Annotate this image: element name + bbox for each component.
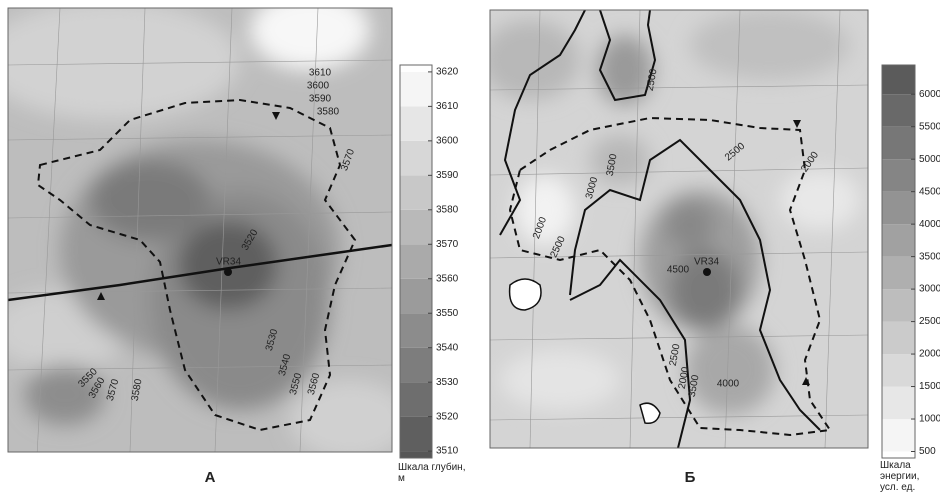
colorbar-frame <box>399 64 433 459</box>
colorbar-tick-label: 1000 <box>919 414 940 425</box>
colorbar-band <box>882 386 915 420</box>
frame <box>489 9 869 449</box>
contour-label: 3500 <box>605 153 620 177</box>
colorbar-band <box>400 209 432 245</box>
contour-label: 2500 <box>668 343 683 367</box>
map-b <box>490 10 868 448</box>
contour-label: 3610 <box>309 68 332 79</box>
colorbar-tick-label: 500 <box>919 446 936 457</box>
well-label: VR34 <box>216 257 241 268</box>
colorbar-band <box>400 71 432 107</box>
colorbar-band <box>882 289 915 322</box>
colorbar-band <box>882 451 915 458</box>
colorbar-tick-label: 3500 <box>919 251 940 262</box>
colorbar-label: Шкала энергии, усл. ед. <box>880 460 920 493</box>
colorbar-band <box>882 191 915 225</box>
contour-label: 3580 <box>317 107 340 118</box>
well-label: VR34 <box>694 257 719 268</box>
colorbar-tick-label: 3000 <box>919 284 940 295</box>
colorbar-band <box>400 106 432 141</box>
colorbar-tick-label: 1500 <box>919 381 940 392</box>
colorbar-tick-label: 3580 <box>436 204 459 215</box>
colorbar-band <box>400 347 432 383</box>
colorbar-band <box>400 278 432 314</box>
colorbar-tick-label: 3530 <box>436 377 459 388</box>
colorbar-band <box>882 256 915 290</box>
colorbar-tick-label: 3520 <box>436 411 459 422</box>
colorbar-band <box>400 416 432 452</box>
colorbar-band <box>882 159 915 192</box>
colorbar-tick-label: 3510 <box>436 446 459 457</box>
colorbar-band <box>400 244 432 279</box>
colorbar-tick-label: 3540 <box>436 342 459 353</box>
frame <box>7 7 393 453</box>
colorbar-band <box>400 65 432 72</box>
colorbar-tick-label: 5000 <box>919 154 940 165</box>
colorbar-band <box>882 354 915 387</box>
colorbar-band <box>882 321 915 355</box>
colorbar-tick-label: 3560 <box>436 273 459 284</box>
contour-label: 3580 <box>130 378 145 402</box>
colorbar-band <box>882 224 915 257</box>
colorbar-tick-label: 3590 <box>436 170 459 181</box>
panel-label: А <box>205 469 216 486</box>
colorbar-tick-label: 6000 <box>919 89 940 100</box>
colorbar-band <box>400 140 432 176</box>
colorbar-band <box>400 382 432 417</box>
map-a <box>8 8 392 452</box>
colorbar-tick-label: 3620 <box>436 67 459 78</box>
colorbar-band <box>400 313 432 348</box>
contour-label: 2500 <box>645 68 660 92</box>
colorbar-tick-label: 3570 <box>436 239 459 250</box>
colorbar-band <box>882 65 915 95</box>
colorbar-band <box>400 451 432 458</box>
colorbar-tick-label: 2500 <box>919 316 940 327</box>
colorbar-band <box>882 126 915 160</box>
colorbar-label: Шкала глубин, м <box>398 462 466 484</box>
colorbar-tick-label: 4500 <box>919 186 940 197</box>
contour-label: 3590 <box>309 94 332 105</box>
contour-label: 3600 <box>307 81 330 92</box>
panel-label: Б <box>685 469 696 486</box>
colorbar-band <box>882 94 915 127</box>
colorbar-tick-label: 2000 <box>919 349 940 360</box>
contour-label: 4500 <box>667 265 690 276</box>
colorbar-tick-label: 3550 <box>436 308 459 319</box>
contour-label: 3500 <box>687 374 702 398</box>
colorbar-tick-label: 3600 <box>436 135 459 146</box>
colorbar-band <box>400 175 432 210</box>
colorbar-band <box>882 419 915 452</box>
contour-label: 4000 <box>717 379 740 390</box>
contour-label: 2000 <box>677 366 692 390</box>
colorbar-tick-label: 3610 <box>436 101 459 112</box>
colorbar-frame <box>881 64 916 459</box>
colorbar-tick-label: 4000 <box>919 219 940 230</box>
colorbar-tick-label: 5500 <box>919 121 940 132</box>
